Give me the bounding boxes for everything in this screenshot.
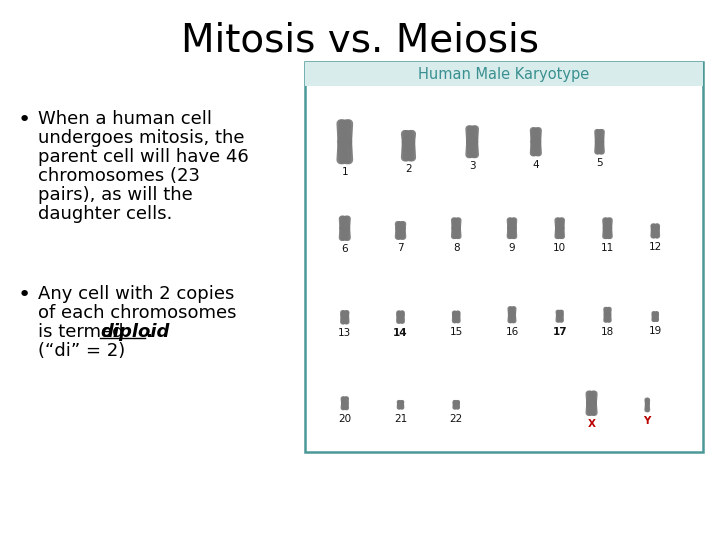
Text: •: • — [18, 110, 31, 130]
Text: 2: 2 — [405, 164, 412, 174]
Text: 11: 11 — [601, 243, 614, 253]
Text: 18: 18 — [601, 327, 614, 337]
Text: 20: 20 — [338, 414, 351, 424]
Text: 10: 10 — [553, 243, 567, 253]
Text: parent cell will have 46: parent cell will have 46 — [38, 148, 248, 166]
Bar — [305, 62, 703, 86]
Text: chromosomes (23: chromosomes (23 — [38, 167, 200, 185]
Text: 15: 15 — [449, 327, 463, 338]
Text: Human Male Karyotype: Human Male Karyotype — [418, 66, 590, 82]
Text: 21: 21 — [394, 414, 407, 424]
Text: 9: 9 — [508, 243, 516, 253]
Text: 6: 6 — [341, 244, 348, 254]
Text: 3: 3 — [469, 161, 475, 171]
Text: •: • — [18, 285, 31, 305]
Text: 16: 16 — [505, 327, 518, 338]
Text: (“di” = 2): (“di” = 2) — [38, 342, 125, 360]
Text: 8: 8 — [453, 243, 459, 253]
Text: 22: 22 — [449, 414, 463, 424]
Text: 13: 13 — [338, 328, 351, 338]
Text: 17: 17 — [552, 327, 567, 337]
Text: daughter cells.: daughter cells. — [38, 205, 172, 223]
Text: Y: Y — [644, 416, 651, 426]
Text: 14: 14 — [393, 328, 408, 338]
Text: X: X — [588, 419, 595, 429]
Text: is termed: is termed — [38, 323, 130, 341]
Text: 1: 1 — [341, 167, 348, 177]
Text: diploid: diploid — [100, 323, 169, 341]
Text: Any cell with 2 copies: Any cell with 2 copies — [38, 285, 235, 303]
Text: 19: 19 — [649, 326, 662, 336]
Text: When a human cell: When a human cell — [38, 110, 212, 128]
Text: of each chromosomes: of each chromosomes — [38, 304, 236, 322]
Text: .: . — [145, 323, 152, 341]
Text: pairs), as will the: pairs), as will the — [38, 186, 193, 204]
Text: Mitosis vs. Meiosis: Mitosis vs. Meiosis — [181, 22, 539, 60]
Text: 4: 4 — [533, 160, 539, 170]
Text: 12: 12 — [649, 242, 662, 252]
Text: 7: 7 — [397, 243, 404, 253]
Text: 5: 5 — [596, 158, 603, 168]
Text: undergoes mitosis, the: undergoes mitosis, the — [38, 129, 245, 147]
Bar — [305, 62, 703, 452]
